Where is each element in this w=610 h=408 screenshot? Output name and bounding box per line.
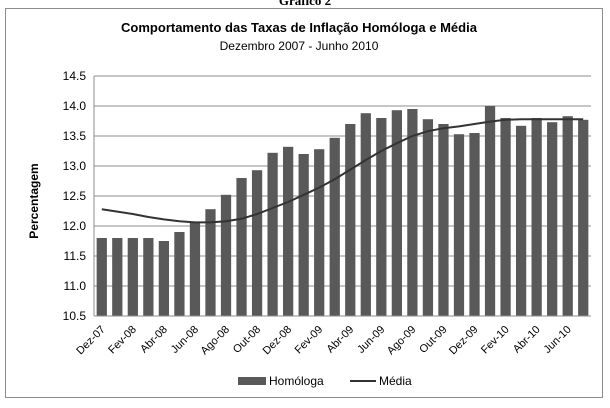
bar-homologa (391, 110, 402, 316)
bar-homologa (127, 238, 138, 316)
figure-caption: Gráfico 2 (278, 0, 332, 8)
bar-homologa (515, 125, 527, 316)
x-tick-label: Abr-08 (138, 324, 170, 356)
x-tick-label: Ago-09 (385, 324, 419, 358)
bar-homologa (469, 133, 480, 316)
y-tick-label: 11.0 (64, 279, 87, 293)
y-tick-label: 13.5 (63, 129, 87, 143)
y-axis-label: Percentagem (27, 163, 41, 238)
bar-homologa (283, 146, 294, 316)
legend-swatch-homologa (238, 377, 266, 385)
bar-homologa (236, 178, 247, 316)
bar-homologa (531, 118, 542, 316)
x-tick-label: Abr-09 (325, 324, 357, 356)
bar-homologa (298, 154, 309, 316)
chart-frame: Comportamento das Taxas de Inflação Homó… (5, 8, 603, 398)
x-tick-label: Jun-10 (542, 324, 574, 356)
bar-homologa (174, 232, 185, 316)
x-tick-label: Ago-08 (199, 324, 233, 358)
bar-homologa (143, 238, 154, 316)
y-tick-label: 10.5 (63, 309, 87, 323)
bar-homologa (453, 134, 465, 316)
bar-homologa (578, 119, 589, 316)
bar-homologa (422, 119, 434, 316)
bar-homologa (158, 241, 170, 316)
bar-homologa (314, 149, 325, 316)
x-tick-label: Dez-08 (261, 324, 295, 358)
bar-homologa (547, 122, 558, 316)
bar-homologa (267, 152, 278, 316)
y-tick-label: 14.0 (63, 99, 87, 113)
legend-label-media: Média (379, 374, 412, 388)
x-tick-label: Jun-09 (355, 324, 387, 356)
bar-homologa (220, 194, 232, 316)
bar-homologa (407, 109, 418, 316)
bar-homologa (484, 106, 496, 316)
y-tick-label: 11.5 (64, 249, 87, 263)
x-tick-label: Abr-10 (511, 324, 543, 356)
y-tick-label: 14.5 (63, 69, 87, 83)
axis-layer: 10.5 11.0 11.5 12.0 12.5 13.0 13.5 14.0 14.5 Dez-… (63, 69, 591, 357)
bar-homologa (438, 124, 449, 316)
bar-homologa (189, 223, 201, 316)
bar-homologa (360, 113, 371, 316)
bars-layer (96, 106, 589, 316)
bar-homologa (562, 116, 573, 316)
bar-homologa (251, 170, 263, 316)
bar-homologa (112, 238, 123, 316)
y-tick-label: 13.0 (63, 159, 87, 173)
chart-subtitle: Dezembro 2007 - Junho 2010 (220, 39, 379, 53)
bar-homologa (345, 124, 356, 316)
line-media (101, 118, 584, 224)
bar-homologa (376, 118, 387, 316)
x-tick-label: Dez-07 (74, 324, 108, 358)
line-layer (101, 118, 584, 224)
bar-homologa (329, 137, 340, 316)
y-tick-label: 12.0 (63, 219, 87, 233)
x-tick-label: Fev-09 (293, 324, 326, 357)
y-tick-label: 12.5 (63, 189, 87, 203)
inflation-chart: Comportamento das Taxas de Inflação Homó… (27, 20, 591, 388)
legend-label-homologa: Homóloga (269, 374, 324, 388)
x-tick-label: Out-09 (417, 324, 449, 356)
bar-homologa (205, 209, 216, 316)
bar-homologa (500, 118, 511, 316)
x-tick-label: Out-08 (231, 324, 263, 356)
x-tick-label: Jun-08 (169, 324, 201, 356)
chart-title: Comportamento das Taxas de Inflação Homó… (121, 20, 478, 35)
x-tick-label: Fev-10 (479, 324, 512, 357)
bar-homologa (96, 238, 107, 316)
legend: Homóloga Média (238, 374, 412, 388)
x-tick-label: Dez-09 (447, 324, 481, 358)
x-tick-label: Fev-08 (106, 324, 139, 357)
